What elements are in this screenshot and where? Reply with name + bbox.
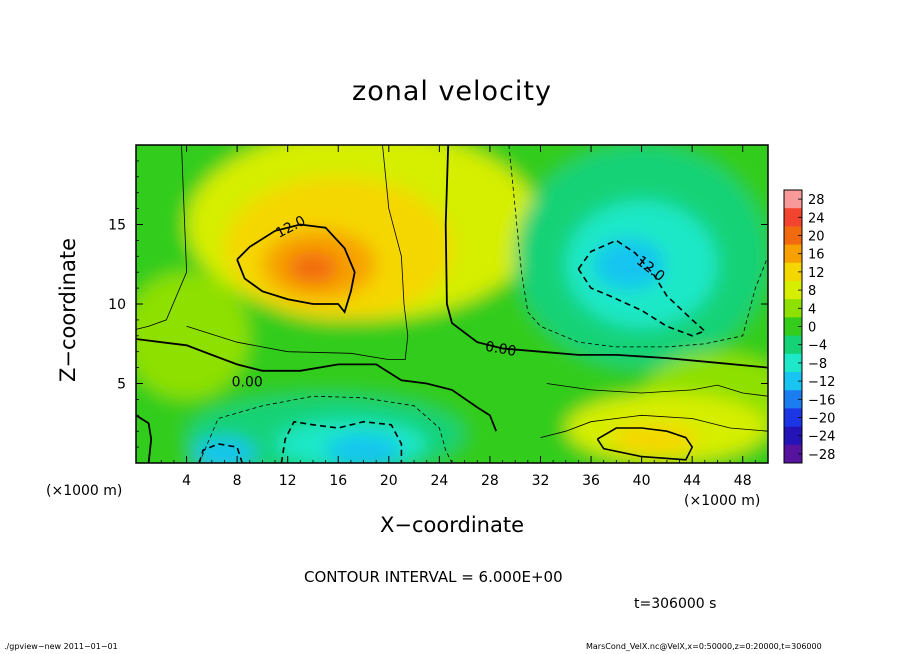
contour-6-positive-bottom-right <box>540 414 768 438</box>
footer-program-label: ./gpview−new 2011−01−01 <box>4 642 118 651</box>
colorbar-label: 20 <box>808 230 825 245</box>
x-tick-label: 12 <box>279 473 297 489</box>
y-tick-label: 10 <box>108 297 126 313</box>
colorbar-swatch <box>784 190 802 209</box>
x-tick-label: 44 <box>683 473 701 489</box>
colorbar-swatch <box>784 226 802 246</box>
contour-6-negative-bottom <box>198 395 453 463</box>
colorbar-label: −12 <box>808 375 835 390</box>
x-tick-label: 28 <box>481 473 499 489</box>
x-axis-label: X−coordinate <box>380 513 524 537</box>
contour-12-positive <box>236 223 356 314</box>
x-tick-label: 16 <box>329 473 347 489</box>
colorbar-swatch <box>784 262 802 282</box>
x-tick-label: 36 <box>582 473 600 489</box>
colorbar-swatch <box>784 244 802 264</box>
chart-title: zonal velocity <box>352 76 552 107</box>
colorbar-label: −8 <box>808 357 827 372</box>
colorbar-label: −4 <box>808 339 827 354</box>
contour-label: 0.00 <box>484 339 517 360</box>
colorbar-label: 16 <box>808 248 825 263</box>
x-tick-label: 48 <box>734 473 752 489</box>
colorbar-swatch <box>784 317 802 337</box>
x-tick-label: 4 <box>182 473 191 489</box>
colorbar-swatch <box>784 335 802 355</box>
colorbar-swatch <box>784 299 802 318</box>
y-axis-label: Z−coordinate <box>56 238 80 382</box>
x-tick-label: 24 <box>430 473 448 489</box>
contour-6-positive-upper <box>186 145 409 360</box>
colorbar-swatch <box>784 426 802 446</box>
colorbar-label: 12 <box>808 266 825 281</box>
colorbar-label: −24 <box>808 430 835 445</box>
x-tick-label: 32 <box>532 473 550 489</box>
colorbar-swatch <box>784 408 802 428</box>
contour-6-positive-lower-right <box>546 383 768 397</box>
time-label: t=306000 s <box>634 596 717 612</box>
colorbar-label: 28 <box>808 193 825 208</box>
colorbar-label: −28 <box>808 448 835 463</box>
y-axis-unit: (×1000 m) <box>46 483 123 499</box>
contour-6-positive-left <box>136 145 188 330</box>
zero-contour-left <box>136 338 498 432</box>
footer-source-label: MarsCond_VelX.nc@VelX,x=0:50000,z=0:2000… <box>586 642 822 651</box>
y-tick-label: 15 <box>108 218 126 234</box>
contour-12-positive-bottom-right <box>596 427 694 461</box>
contour-12-negative-bottom <box>280 420 403 463</box>
colorbar: 28 24 20 16 12 8 4 0 −4 −8 −12 −16 −20 −24 −28 <box>783 189 835 464</box>
colorbar-label: −20 <box>808 412 835 427</box>
colorbar-swatch <box>784 208 802 227</box>
contour-label: 0.00 <box>232 375 263 391</box>
y-tick-label: 5 <box>117 377 126 393</box>
x-tick-label: 8 <box>233 473 242 489</box>
colorbar-label: 4 <box>808 302 816 317</box>
colorbar-swatch <box>784 353 802 373</box>
colorbar-label: 8 <box>808 284 816 299</box>
x-tick-label: 40 <box>633 473 651 489</box>
contour-interval-note: CONTOUR INTERVAL = 6.000E+00 <box>304 568 563 586</box>
velocity-field <box>136 145 768 463</box>
x-tick-label: 20 <box>380 473 398 489</box>
colorbar-label: 0 <box>808 321 816 336</box>
colorbar-swatch <box>784 444 802 464</box>
colorbar-swatch <box>784 390 802 409</box>
colorbar-swatch <box>784 281 802 300</box>
zero-contour-right <box>444 145 768 369</box>
zero-contour-bottom-left <box>136 414 153 463</box>
colorbar-label: 24 <box>808 211 825 226</box>
contour-6-negative-right <box>508 145 768 348</box>
x-axis-unit: (×1000 m) <box>684 493 761 509</box>
colorbar-swatch <box>784 372 802 391</box>
colorbar-label: −16 <box>808 393 835 408</box>
contour-12-negative <box>577 239 707 337</box>
contour-12-negative-bottom-left <box>198 443 243 463</box>
contour-lines <box>136 145 768 463</box>
